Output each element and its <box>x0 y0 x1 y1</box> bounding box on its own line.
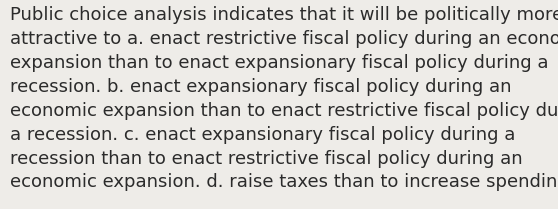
Text: Public choice analysis indicates that it will be politically more
attractive to : Public choice analysis indicates that it… <box>10 6 558 191</box>
